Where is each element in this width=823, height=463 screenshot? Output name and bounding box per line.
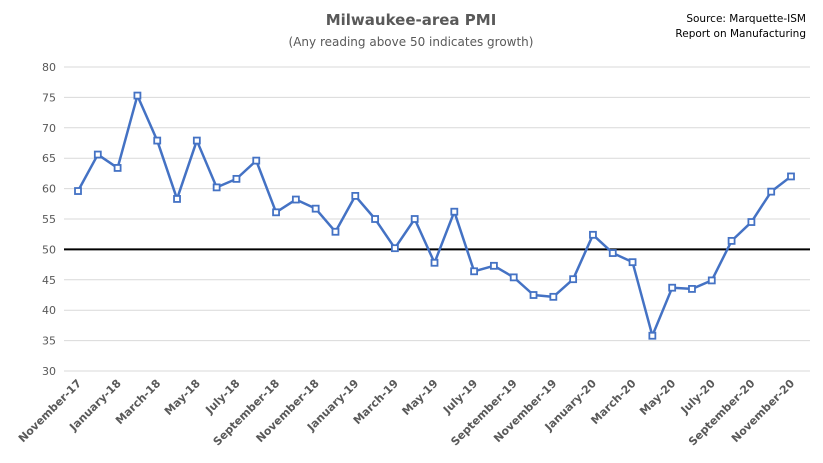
data-point <box>787 172 795 181</box>
data-point <box>232 174 241 183</box>
data-point <box>668 283 677 292</box>
data-point <box>311 204 320 213</box>
chart-subtitle: (Any reading above 50 indicates growth) <box>289 35 534 49</box>
data-point <box>688 285 696 293</box>
data-point <box>410 215 419 223</box>
data-point <box>113 164 122 172</box>
data-point <box>212 183 221 192</box>
x-tick-label: May-18 <box>162 377 203 418</box>
x-tick-label: July-19 <box>440 377 480 417</box>
y-tick-label: 30 <box>42 365 56 378</box>
x-tick-label: May-20 <box>637 377 678 418</box>
data-point <box>648 331 657 340</box>
data-point <box>589 230 597 239</box>
y-tick-label: 50 <box>42 243 56 256</box>
data-point <box>74 187 82 195</box>
y-axis-ticks: 30 35 40 45 50 55 60 65 70 75 80 <box>42 61 56 378</box>
data-point <box>450 207 459 216</box>
source-line-1: Source: Marquette-ISM <box>686 13 806 25</box>
data-point <box>93 150 102 159</box>
data-point <box>430 258 439 267</box>
data-point <box>747 218 756 226</box>
data-point <box>470 267 479 276</box>
data-point <box>133 91 142 100</box>
pmi-series <box>74 91 795 340</box>
y-tick-label: 65 <box>42 152 56 165</box>
y-tick-label: 35 <box>42 335 56 348</box>
data-point <box>272 208 280 217</box>
data-point <box>727 236 736 245</box>
source-line-2: Report on Manufacturing <box>675 28 806 40</box>
data-point <box>628 258 637 267</box>
gridlines <box>64 66 810 372</box>
data-point <box>707 276 716 285</box>
data-point <box>490 261 498 270</box>
data-point <box>608 249 617 257</box>
chart-title: Milwaukee-area PMI <box>326 11 497 29</box>
x-tick-label: November-17 <box>16 377 84 445</box>
data-point <box>291 195 300 204</box>
y-tick-label: 45 <box>42 274 56 287</box>
data-point <box>192 136 201 145</box>
data-point <box>509 273 518 282</box>
data-point <box>371 215 379 223</box>
x-tick-label: July-20 <box>678 377 718 417</box>
y-tick-label: 80 <box>42 61 56 74</box>
data-point <box>767 187 776 196</box>
data-point <box>390 244 399 253</box>
y-tick-label: 75 <box>42 91 56 104</box>
x-tick-label: May-19 <box>400 377 441 418</box>
data-point <box>153 136 162 145</box>
y-tick-label: 55 <box>42 213 56 226</box>
y-tick-label: 60 <box>42 183 56 196</box>
x-tick-label: July-18 <box>202 377 242 417</box>
data-point <box>331 227 340 236</box>
data-point <box>529 291 538 299</box>
data-point <box>252 156 261 165</box>
y-tick-label: 70 <box>42 122 56 135</box>
data-point <box>351 191 360 200</box>
data-point <box>173 195 181 203</box>
x-tick-label: September-20 <box>686 377 758 449</box>
data-point <box>549 292 558 301</box>
pmi-series-line <box>76 94 792 337</box>
data-point <box>569 275 578 284</box>
y-tick-label: 40 <box>42 304 56 317</box>
